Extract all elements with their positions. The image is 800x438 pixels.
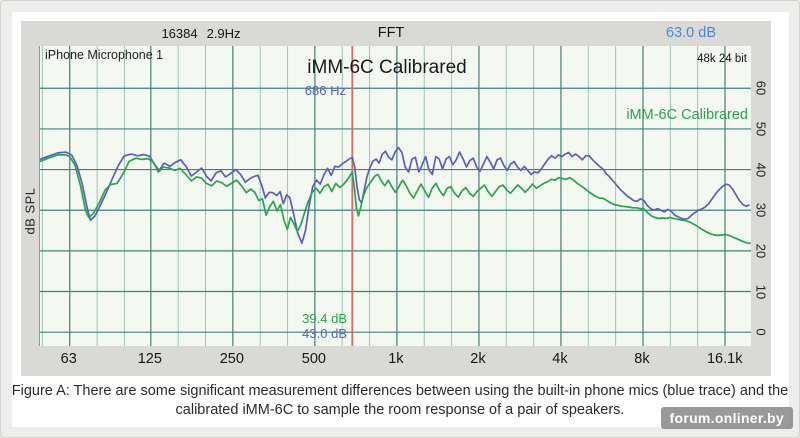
x-tick-label: 250: [219, 351, 244, 367]
plot-title: iMM-6C Calibrared: [307, 57, 467, 78]
cursor-readout-blue: 43.0 dB: [302, 326, 347, 341]
y-tick-label: 0: [753, 328, 769, 336]
cursor-readout-green: 39.4 dB: [302, 311, 347, 326]
x-axis-strip: 63 125 250 500 1k 2k 4k 8k 16.1k: [21, 346, 771, 376]
input-source-label: iPhone Microphone 1: [45, 48, 164, 62]
fft-resolution-value: 2.9Hz: [206, 26, 241, 41]
analyzer-header-bar: 16384 2.9Hz FFT 63.0 dB: [21, 21, 771, 46]
analyzer-mode-label: FFT: [377, 25, 405, 41]
x-tick-label: 4k: [552, 351, 568, 367]
y-axis-strip: dB SPL: [21, 46, 39, 346]
y-tick-label: 10: [753, 284, 769, 299]
x-tick-label: 125: [137, 351, 162, 367]
trace-imm6c: [40, 154, 751, 245]
fft-analyzer-chart: 16384 2.9Hz FFT 63.0 dB dB SPL iPhone Mic…: [21, 21, 771, 376]
y-axis-ticks-strip: 0 10 20 30 40 50 60: [751, 46, 771, 346]
plot-area: iPhone Microphone 1 48k 24 bit iMM-6C Ca…: [39, 46, 752, 346]
figure-caption: Figure A: There are some significant mea…: [1, 382, 799, 420]
y-tick-label: 40: [753, 162, 769, 177]
caption-line-2: calibrated iMM-6C to sample the room res…: [175, 402, 625, 418]
x-tick-label: 1k: [388, 351, 404, 367]
y-tick-label: 20: [753, 243, 769, 259]
y-tick-label: 60: [753, 81, 769, 96]
x-tick-label: 8k: [634, 351, 650, 367]
caption-line-1: Figure A: There are some significant mea…: [11, 383, 789, 399]
cursor-frequency-label: 686 Hz: [304, 83, 346, 98]
fft-size-value: 16384: [161, 26, 198, 41]
x-tick-label: 2k: [470, 351, 486, 367]
y-tick-label: 50: [753, 121, 769, 137]
legend-imm6c: iMM-6C Calibrared: [626, 107, 748, 123]
y-axis-title: dB SPL: [22, 187, 38, 235]
x-tick-label: 16.1k: [706, 351, 743, 367]
fft-traces-canvas: [40, 46, 752, 346]
fft-settings-readout: 16384 2.9Hz: [161, 26, 240, 41]
x-tick-label: 63: [60, 351, 77, 367]
watermark-forum-onliner: forum.onliner.by: [660, 407, 793, 429]
trace-iphone-mic: [40, 146, 750, 245]
y-tick-label: 30: [753, 202, 769, 218]
chart-body: dB SPL iPhone Microphone 1 48k 24 bit iM…: [21, 46, 771, 346]
level-readout: 63.0 dB: [666, 25, 716, 41]
sample-format-label: 48k 24 bit: [697, 53, 747, 65]
x-tick-label: 500: [301, 351, 326, 367]
